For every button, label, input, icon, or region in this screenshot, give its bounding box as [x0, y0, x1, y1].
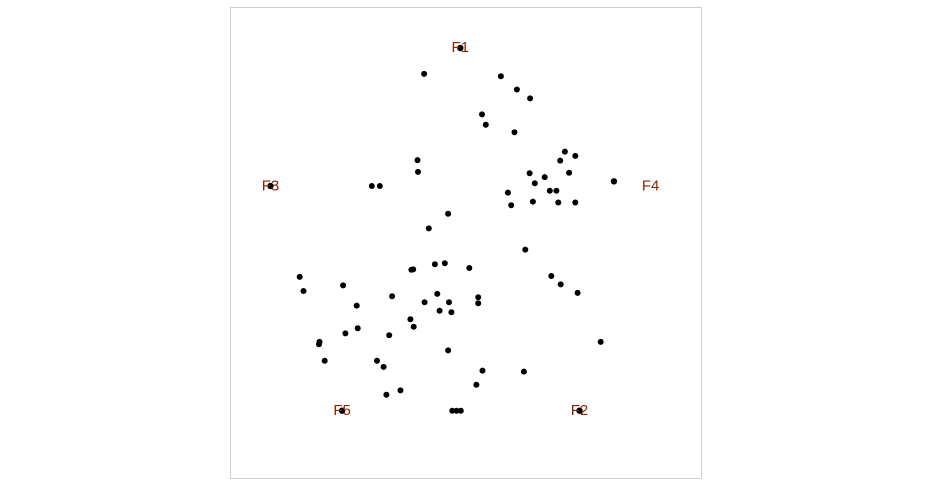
data-point-7 [511, 129, 518, 136]
data-point-4 [527, 95, 534, 102]
anchor-label-f4: F4 [642, 178, 660, 195]
data-point-2 [497, 73, 504, 80]
anchor-label-f5: F5 [333, 402, 351, 419]
anchor-label-f2: F2 [571, 402, 589, 419]
data-point-60 [380, 363, 387, 370]
data-point-46 [353, 302, 360, 309]
data-point-8 [414, 157, 421, 164]
data-point-63 [473, 381, 480, 388]
data-point-68 [457, 407, 464, 414]
data-point-53 [386, 332, 393, 339]
data-point-20 [553, 187, 560, 194]
data-point-36 [574, 289, 581, 296]
data-point-33 [466, 265, 473, 271]
data-point-55 [316, 341, 322, 348]
anchor-labels: F1 F4 F3 F5 F2 [262, 39, 660, 419]
data-point-13 [566, 169, 573, 176]
anchor-point-2 [610, 178, 618, 185]
data-point-57 [445, 347, 452, 354]
data-point-24 [572, 199, 579, 206]
data-point-18 [376, 183, 383, 189]
data-point-44 [421, 299, 428, 306]
data-point-15 [541, 174, 548, 181]
anchor-point-3 [267, 182, 274, 190]
data-point-40 [389, 293, 396, 300]
data-point-9 [415, 168, 421, 175]
data-point-41 [434, 290, 441, 297]
data-point-64 [397, 387, 404, 394]
data-point-47 [436, 307, 443, 314]
data-point-39 [340, 282, 347, 289]
data-point-12 [557, 157, 564, 164]
data-point-6 [482, 121, 489, 128]
anchor-point-4 [338, 407, 346, 414]
plot-frame [230, 7, 702, 479]
data-point-27 [425, 225, 432, 232]
data-point-58 [321, 357, 328, 364]
data-point-38 [300, 288, 307, 294]
anchor-point-5 [576, 407, 583, 414]
data-point-23 [555, 199, 562, 206]
data-points [296, 70, 604, 414]
data-point-3 [513, 86, 520, 93]
anchor-label-f1: F1 [452, 39, 470, 56]
data-point-22 [529, 198, 536, 205]
data-point-28 [522, 246, 529, 253]
anchor-points [267, 44, 618, 414]
data-point-35 [557, 281, 564, 288]
data-point-1 [421, 70, 428, 77]
data-point-17 [368, 183, 375, 189]
anchor-label-f3: F3 [262, 178, 280, 195]
data-point-10 [561, 148, 568, 155]
data-point-42 [475, 294, 482, 301]
data-point-19 [546, 187, 553, 194]
data-point-51 [354, 325, 361, 332]
data-point-62 [520, 368, 527, 375]
data-point-25 [508, 202, 515, 209]
data-point-50 [410, 323, 417, 330]
data-point-43 [475, 300, 482, 307]
data-point-11 [572, 152, 579, 159]
data-point-21 [504, 189, 511, 196]
data-point-16 [531, 180, 538, 187]
data-point-5 [479, 111, 485, 118]
anchor-point-1 [457, 44, 464, 52]
data-point-49 [407, 316, 414, 323]
data-point-56 [597, 338, 604, 345]
data-point-66 [449, 407, 456, 414]
data-point-67 [453, 407, 460, 414]
data-point-30 [441, 260, 448, 267]
data-point-37 [296, 273, 303, 280]
data-point-32 [408, 266, 415, 273]
data-point-65 [383, 391, 390, 398]
data-point-14 [526, 170, 533, 177]
data-point-26 [445, 210, 452, 217]
data-point-59 [374, 357, 380, 364]
data-point-34 [548, 273, 555, 279]
data-point-29 [431, 261, 438, 268]
data-point-61 [479, 367, 486, 374]
data-point-45 [446, 299, 452, 306]
data-point-48 [448, 309, 455, 316]
data-point-52 [342, 330, 349, 337]
